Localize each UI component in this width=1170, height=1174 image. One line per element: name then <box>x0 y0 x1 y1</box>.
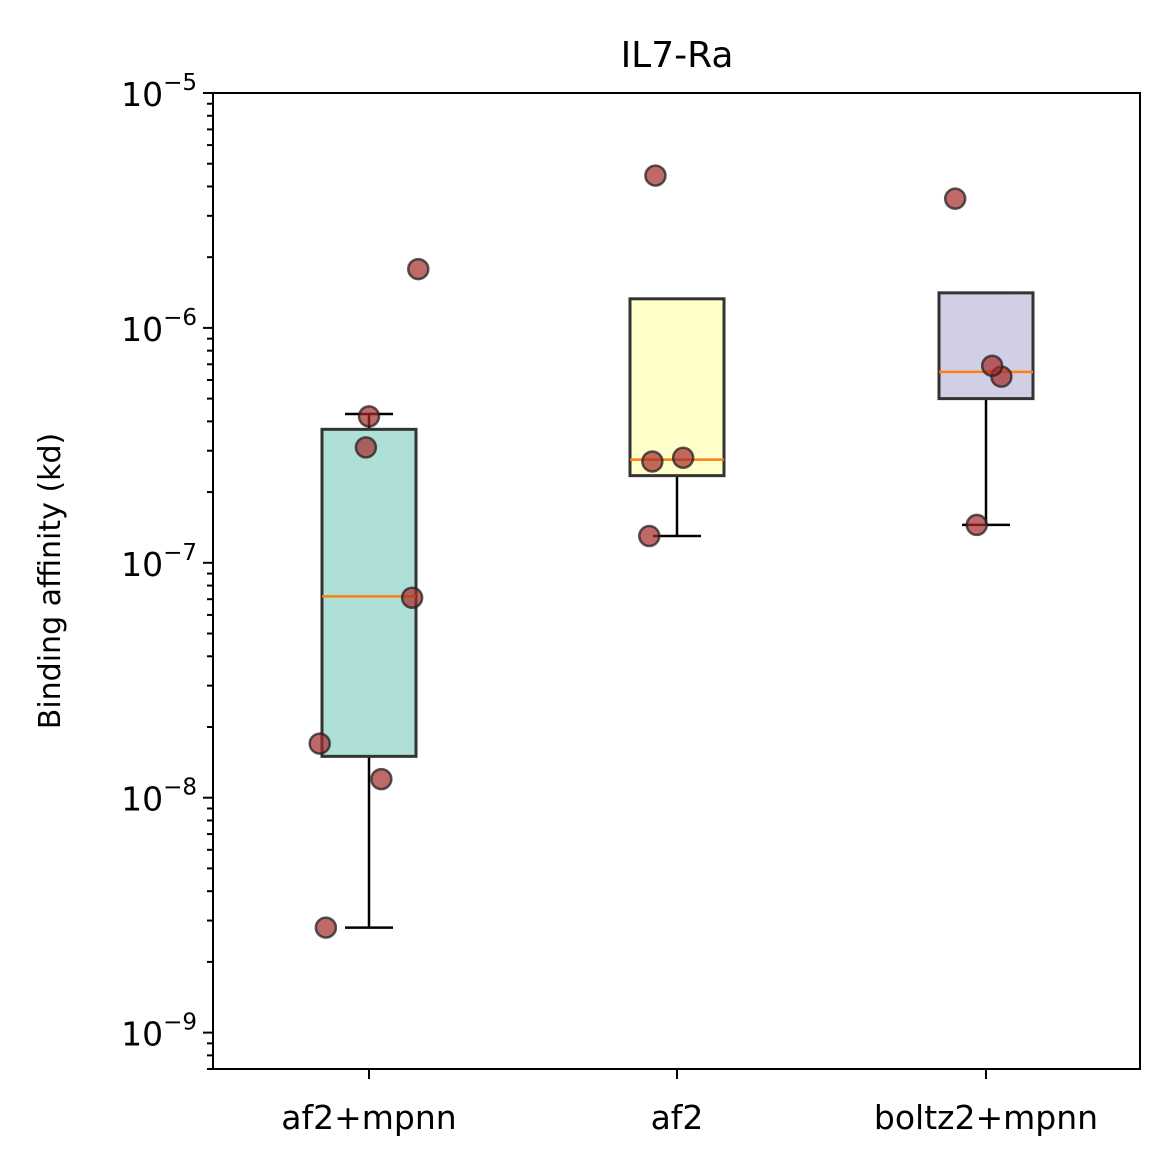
data-point <box>965 513 989 537</box>
y-tick-label: 10−8 <box>121 775 197 819</box>
y-axis-label: Binding affinity (kd) <box>33 433 68 730</box>
data-point <box>308 732 331 755</box>
data-point <box>370 767 393 791</box>
y-tick-label: 10−9 <box>121 1010 197 1054</box>
data-point <box>354 436 378 459</box>
x-tick-label: boltz2+mpnn <box>874 1098 1098 1137</box>
data-point <box>644 164 667 187</box>
data-point <box>980 354 1004 378</box>
x-tick-label: af2+mpnn <box>281 1098 456 1137</box>
data-point <box>943 187 967 210</box>
marks-layer: 10−9 10−8 10−7 10−6 10−5 af2+mpnn af2 boltz2+mp… <box>121 70 1098 1137</box>
y-tick-label: 10−5 <box>121 70 197 114</box>
box-iqr <box>628 297 726 478</box>
data-point <box>641 450 664 473</box>
box-iqr <box>937 291 1035 401</box>
y-tick-label: 10−6 <box>121 305 197 349</box>
x-tick-label: af2 <box>651 1098 704 1137</box>
data-point <box>357 405 381 428</box>
data-point <box>407 257 430 281</box>
y-tick-label: 10−7 <box>121 540 197 584</box>
box-iqr <box>320 427 418 758</box>
chart-title: IL7-Ra <box>621 35 734 76</box>
data-point <box>638 524 661 548</box>
data-point <box>314 916 338 939</box>
data-point <box>400 586 424 609</box>
plot-frame <box>212 92 1141 1070</box>
data-point <box>671 446 695 470</box>
